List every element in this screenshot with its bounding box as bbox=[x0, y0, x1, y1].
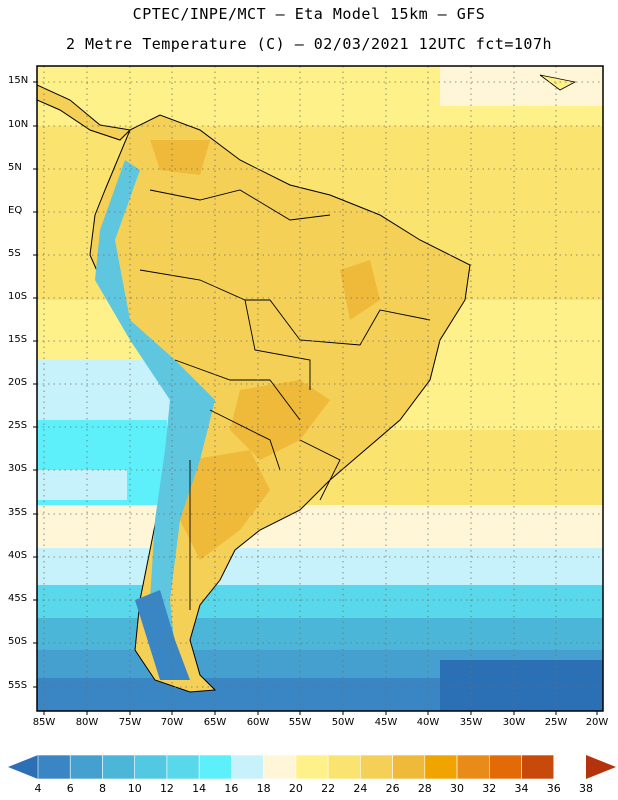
colorbar-label: 8 bbox=[98, 782, 106, 795]
lat-label: 45S bbox=[8, 593, 28, 604]
colorbar-swatch bbox=[134, 754, 168, 780]
colorbar-label: 34 bbox=[514, 782, 529, 795]
colorbar-swatch bbox=[231, 754, 264, 780]
colorbar-swatch bbox=[456, 754, 490, 780]
lat-label: 10S bbox=[8, 291, 28, 302]
colorbar-label: 38 bbox=[579, 782, 593, 795]
lat-label: 50S bbox=[8, 636, 28, 647]
lon-label: 75W bbox=[118, 717, 142, 728]
lon-label: 70W bbox=[160, 717, 184, 728]
colorbar-label: 14 bbox=[192, 782, 207, 795]
lat-label: 35S bbox=[8, 507, 28, 518]
lat-label: 20S bbox=[8, 377, 28, 388]
colorbar-swatch bbox=[102, 754, 136, 780]
lon-label: 80W bbox=[75, 717, 99, 728]
colorbar-swatch bbox=[166, 754, 200, 780]
lon-label: 35W bbox=[459, 717, 483, 728]
lat-label: 5N bbox=[8, 162, 22, 173]
colorbar-label: 36 bbox=[546, 782, 561, 795]
colorbar-label: 26 bbox=[385, 782, 400, 795]
lat-label: 30S bbox=[8, 463, 28, 474]
colorbar-high-arrow bbox=[586, 755, 616, 779]
colorbar-label: 16 bbox=[224, 782, 239, 795]
temperature-field bbox=[37, 66, 603, 711]
colorbar-swatch bbox=[263, 754, 297, 780]
andes-cold-zone bbox=[95, 160, 215, 660]
colorbar-label: 28 bbox=[417, 782, 432, 795]
lon-label: 85W bbox=[32, 717, 56, 728]
country-borders bbox=[139, 189, 431, 610]
lon-label: 30W bbox=[502, 717, 526, 728]
colorbar-label: 30 bbox=[450, 782, 465, 795]
colorbar-swatch bbox=[295, 754, 329, 780]
lon-label: 45W bbox=[374, 717, 398, 728]
colorbar-swatch bbox=[392, 754, 426, 780]
map-title-line2: 2 Metre Temperature (C) – 02/03/2021 12U… bbox=[65, 35, 553, 53]
lon-label: 40W bbox=[416, 717, 440, 728]
colorbar-swatch bbox=[424, 754, 458, 780]
colorbar-swatch bbox=[521, 754, 555, 780]
lon-label: 25W bbox=[544, 717, 568, 728]
lat-label: 15N bbox=[8, 75, 29, 86]
colorbar-swatch bbox=[327, 754, 361, 780]
colorbar-label: 10 bbox=[127, 782, 142, 795]
colorbar-swatch bbox=[360, 754, 393, 780]
colorbar-label: 24 bbox=[353, 782, 368, 795]
lon-label: 65W bbox=[203, 717, 227, 728]
colorbar-swatch bbox=[198, 754, 232, 780]
lon-label: 50W bbox=[331, 717, 355, 728]
lat-label: 55S bbox=[8, 680, 28, 691]
lat-label: 40S bbox=[8, 550, 28, 561]
lat-label: EQ bbox=[8, 205, 23, 216]
colorbar-label: 32 bbox=[482, 782, 497, 795]
colorbar-swatch bbox=[488, 754, 522, 780]
colorbar-label: 6 bbox=[66, 782, 74, 795]
colorbar-low-arrow bbox=[8, 755, 38, 779]
lat-label: 25S bbox=[8, 420, 28, 431]
map-title-line1: CPTEC/INPE/MCT – Eta Model 15km – GFS bbox=[132, 5, 486, 23]
lon-label: 20W bbox=[585, 717, 609, 728]
colorbar-label: 4 bbox=[34, 782, 42, 795]
lat-label: 15S bbox=[8, 334, 28, 345]
colorbar-swatch bbox=[69, 754, 103, 780]
lat-lon-grid bbox=[37, 66, 603, 711]
lat-label: 5S bbox=[8, 248, 21, 259]
axis-ticks bbox=[33, 81, 598, 715]
lon-label: 55W bbox=[288, 717, 312, 728]
colorbar-label: 12 bbox=[159, 782, 174, 795]
colorbar bbox=[8, 754, 616, 780]
colorbar-label: 22 bbox=[321, 782, 336, 795]
lon-label: 60W bbox=[246, 717, 270, 728]
lat-label: 10N bbox=[8, 119, 29, 130]
colorbar-label: 18 bbox=[256, 782, 271, 795]
colorbar-label: 20 bbox=[288, 782, 303, 795]
colorbar-swatch bbox=[37, 754, 71, 780]
map-frame bbox=[36, 65, 604, 712]
